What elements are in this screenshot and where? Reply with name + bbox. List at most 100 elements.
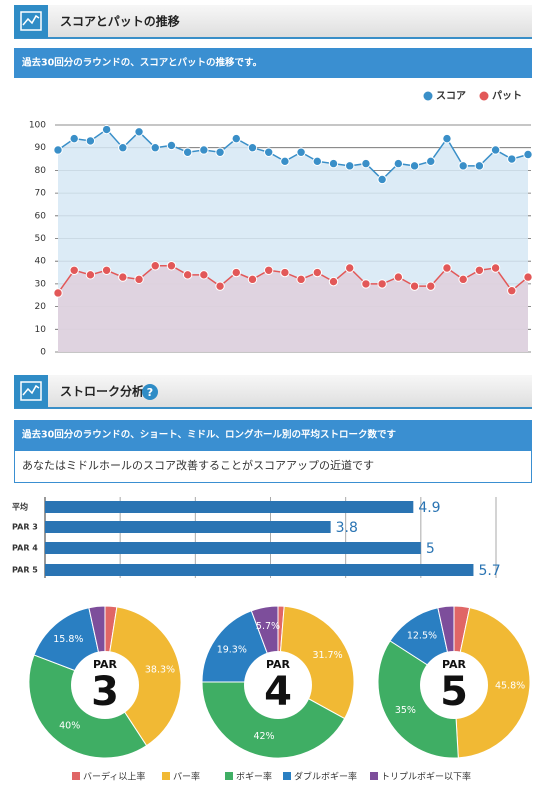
point [328, 276, 339, 287]
slice-label: 45.8% [495, 681, 525, 692]
slice-label: 5.7% [256, 621, 280, 632]
area [58, 265, 528, 352]
point [426, 156, 436, 167]
center-label: PAR [442, 658, 467, 671]
point [442, 263, 452, 273]
bar [45, 564, 474, 576]
point [474, 265, 485, 275]
section-header [14, 375, 532, 408]
point [199, 270, 209, 280]
y-tick-label: 70 [35, 189, 47, 199]
header-border [14, 37, 532, 39]
y-tick-label: 10 [35, 325, 47, 335]
description-bar [14, 420, 532, 450]
point [69, 133, 79, 144]
point [118, 143, 128, 153]
point [199, 145, 209, 155]
y-tick-label: 20 [35, 302, 47, 312]
point [490, 145, 501, 155]
bar [45, 501, 414, 513]
section-header [14, 5, 532, 38]
value-label: 5.7 [478, 563, 500, 579]
point [182, 270, 193, 280]
pie-slice [377, 640, 459, 759]
point [280, 267, 290, 278]
point [507, 154, 517, 164]
pie-slice [453, 607, 531, 759]
point [426, 281, 436, 291]
category-label: PAR 3 [12, 523, 38, 532]
point [523, 149, 533, 160]
help-icon[interactable] [142, 384, 158, 400]
legend-swatch [72, 772, 80, 780]
legend-label: スコア [436, 90, 466, 102]
point [101, 124, 112, 135]
point [377, 279, 387, 289]
point [523, 272, 533, 282]
point [409, 161, 420, 171]
category-label: PAR 4 [12, 544, 38, 553]
point [507, 286, 517, 296]
section-description: 過去30回分のラウンドの、スコアとパットの推移です。 [21, 57, 262, 69]
y-tick-label: 50 [35, 234, 47, 244]
point [296, 147, 306, 157]
point [361, 279, 371, 289]
y-tick-label: 40 [35, 257, 47, 267]
value-label: 5 [426, 541, 435, 557]
legend-swatch [370, 772, 378, 780]
center-number: 3 [91, 669, 119, 715]
section-description: 過去30回分のラウンドの、ショート、ミドル、ロングホール別の平均ストローク数です [21, 429, 397, 441]
pie-center [71, 651, 139, 719]
point [215, 147, 225, 157]
point [345, 161, 355, 171]
y-tick-label: 60 [35, 211, 47, 221]
bar [45, 542, 421, 554]
point [393, 272, 404, 282]
legend-swatch [225, 772, 233, 780]
help-text[interactable]: ? [147, 386, 153, 399]
point [215, 281, 225, 291]
category-label: PAR 5 [12, 566, 38, 575]
slice-label: 31.7% [312, 650, 342, 661]
point [393, 158, 404, 169]
point [53, 288, 63, 298]
legend-label: トリプルボギー以下率 [381, 771, 471, 783]
point [458, 161, 468, 171]
pie-center [420, 651, 488, 719]
slice-label: 35% [395, 705, 416, 716]
legend-label: ボギー率 [236, 771, 272, 783]
point [442, 133, 452, 144]
point [247, 274, 258, 285]
point [296, 274, 306, 285]
category-label: 平均 [12, 502, 28, 512]
point [182, 147, 193, 157]
point [312, 267, 323, 278]
point [150, 143, 160, 153]
point [490, 263, 501, 273]
point [118, 272, 128, 282]
bar [45, 521, 331, 533]
center-label: PAR [93, 658, 118, 671]
advice-text: あなたはミドルホールのスコア改善することがスコアアップの近道です [22, 458, 374, 472]
point [345, 263, 355, 273]
point [328, 158, 339, 169]
y-tick-label: 80 [35, 166, 47, 176]
header-border [14, 407, 532, 409]
point [280, 156, 290, 167]
pie-center [244, 651, 312, 719]
icon-frame [20, 381, 42, 401]
y-tick-label: 30 [35, 279, 47, 289]
center-number: 5 [440, 669, 468, 715]
point [69, 265, 79, 275]
section-title: スコアとパットの推移 [60, 14, 180, 29]
value-label: 3.8 [336, 520, 358, 536]
y-tick-label: 100 [29, 121, 46, 131]
point [150, 261, 160, 271]
center-label: PAR [266, 658, 291, 671]
slice-label: 40% [59, 720, 80, 731]
legend-marker [423, 91, 433, 101]
point [312, 156, 323, 167]
y-tick-label: 0 [40, 348, 46, 358]
point [134, 127, 144, 137]
